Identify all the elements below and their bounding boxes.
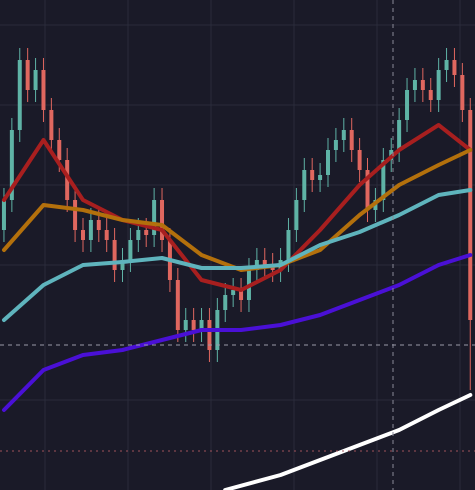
candle-body: [318, 175, 323, 180]
candle-body: [152, 200, 157, 235]
candle-body: [183, 320, 188, 330]
candle-body: [17, 60, 22, 130]
candle-body: [397, 120, 402, 150]
candle-body: [460, 75, 465, 110]
candle-body: [357, 150, 362, 170]
moving-average-line: [2, 123, 473, 292]
candle-body: [294, 200, 299, 230]
candle-body: [88, 220, 93, 240]
candle-body: [104, 230, 109, 240]
candle-body: [1, 200, 6, 230]
candle-body: [160, 200, 165, 240]
candle-body: [41, 70, 46, 110]
candle-body: [96, 220, 101, 230]
candle-body: [223, 295, 228, 310]
candle-body: [191, 320, 196, 330]
candle-body: [144, 230, 149, 235]
moving-average-line: [2, 253, 473, 412]
candle-body: [262, 260, 267, 265]
candle-body: [65, 160, 70, 200]
candle-body: [412, 80, 417, 90]
candle-body: [349, 130, 354, 150]
candle-body: [80, 230, 85, 240]
candle-body: [207, 320, 212, 350]
candle-body: [175, 280, 180, 330]
candle-body: [405, 90, 410, 120]
candle-body: [381, 160, 386, 200]
candle-body: [310, 170, 315, 180]
candle-body: [231, 290, 236, 295]
candle-body: [25, 60, 30, 90]
candle-body: [120, 260, 125, 270]
candle-body: [33, 70, 38, 90]
candle-body: [73, 200, 78, 230]
moving-average-line: [223, 393, 473, 490]
candle-body: [333, 140, 338, 150]
candle-body: [128, 240, 133, 260]
candle-body: [239, 290, 244, 300]
candle-body: [468, 110, 473, 320]
candle-body: [49, 110, 54, 140]
candle-body: [436, 70, 441, 100]
candle-body: [325, 150, 330, 175]
candle-body: [341, 130, 346, 140]
candle-body: [444, 60, 449, 70]
candle-body: [302, 170, 307, 200]
candle-body: [112, 240, 117, 270]
candle-body: [420, 80, 425, 90]
moving-average-line: [2, 188, 473, 322]
candle-body: [199, 320, 204, 330]
candle-body: [365, 170, 370, 210]
candle-body: [452, 60, 457, 75]
plot-area: [1, 48, 473, 490]
candle-body: [57, 140, 62, 160]
candle-body: [428, 90, 433, 100]
candle-body: [9, 130, 14, 200]
candle-body: [136, 230, 141, 240]
candle-body: [286, 230, 291, 260]
